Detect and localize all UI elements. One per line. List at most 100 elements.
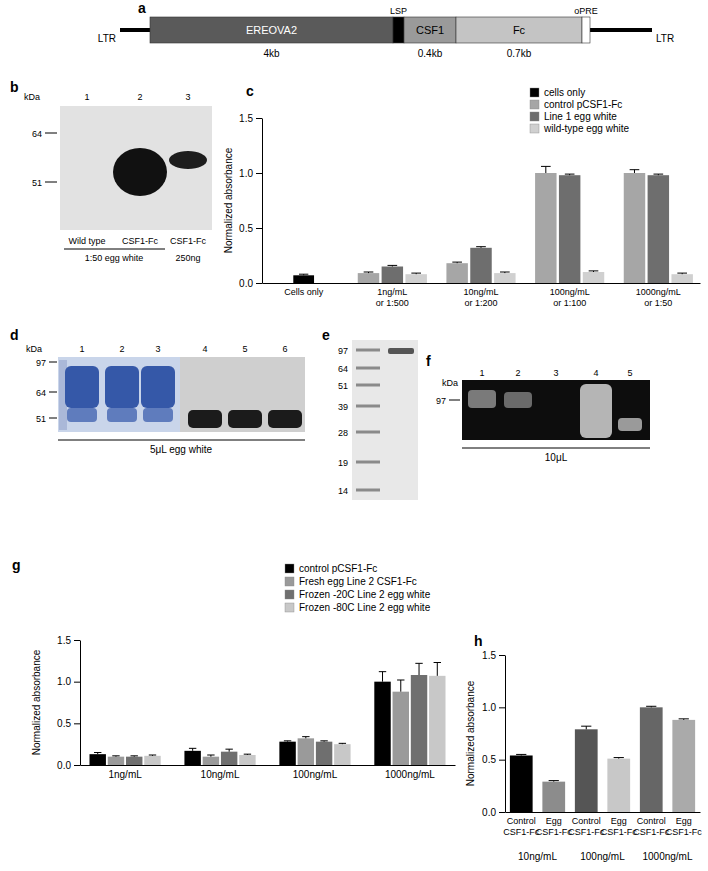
y-tick-label: 1.0	[482, 702, 496, 713]
x-tick: EggCSF1-Fc	[601, 816, 638, 836]
lane-number: 2	[137, 92, 142, 102]
x-tick: ControlCSF1-Fc	[568, 816, 605, 836]
error-bar	[207, 755, 214, 757]
error-cap	[476, 246, 486, 247]
segment-label: LSP	[390, 6, 407, 16]
bar	[607, 759, 630, 812]
legend: cells onlycontrol pCSF1-FcLine 1 egg whi…	[530, 87, 629, 134]
bar	[89, 754, 105, 765]
marker-tick	[45, 133, 57, 134]
ladder-band	[356, 349, 380, 352]
segment-label: oPRE	[574, 6, 598, 16]
blot-background	[462, 380, 650, 440]
legend-label: Line 1 egg white	[544, 111, 617, 122]
band	[188, 410, 222, 428]
lane-caption: CSF1-Fc	[170, 236, 207, 246]
y-axis-line	[80, 641, 81, 766]
band	[268, 410, 302, 428]
marker-label: 97	[338, 346, 348, 356]
condition-label: 250ng	[175, 253, 200, 263]
lane-number: 4	[593, 368, 598, 378]
plot-marks	[293, 166, 693, 283]
panel-letter: h	[474, 633, 483, 649]
error-bar	[541, 166, 551, 173]
blot-background	[60, 106, 212, 230]
bar	[203, 757, 219, 765]
x-axis: Cells only1ng/mLor 1:50010ng/mLor 1:2001…	[263, 284, 701, 308]
error-bar	[225, 749, 232, 752]
x-tick-label: 100ng/mL	[293, 769, 338, 780]
x-tick: 1ng/mLor 1:500	[376, 287, 409, 307]
group-label: 1000ng/mL	[642, 851, 692, 862]
x-tick-label: EggCSF1-Fc	[601, 816, 638, 836]
marker-tick	[449, 400, 460, 401]
bar	[293, 275, 314, 283]
y-tick-label: 0.0	[57, 760, 71, 771]
condition-label: 1:50 egg white	[85, 253, 144, 263]
lane-number: 4	[202, 344, 207, 354]
segment-size: 0.7kb	[507, 48, 532, 59]
error-bar	[189, 748, 196, 751]
y-tick-mark	[499, 760, 505, 761]
error-bar	[679, 719, 689, 720]
legend-label: Fresh egg Line 2 CSF1-Fc	[299, 576, 417, 587]
error-cap	[565, 174, 575, 175]
figure: aLTRLTREREOVA24kbLSPCSF10.4kbFc0.7kboPRE…	[0, 0, 708, 871]
caption-line	[64, 249, 165, 250]
marker-label: 97	[36, 358, 46, 368]
legend-swatch	[285, 577, 294, 586]
bar	[316, 742, 332, 765]
panel-letter: c	[246, 83, 254, 99]
panel-letter: g	[12, 557, 21, 573]
y-axis-title: Normalized absorbance	[223, 147, 234, 253]
bar	[671, 274, 692, 283]
band	[580, 384, 612, 438]
x-tick: 100ng/mLor 1:100	[550, 287, 590, 307]
caption-line	[462, 448, 650, 449]
y-tick: 1.5	[57, 635, 80, 646]
marker-label: 51	[338, 381, 348, 391]
error-bar	[302, 737, 309, 739]
error-cap	[630, 169, 640, 170]
x-tick: 10ng/mL	[201, 769, 240, 780]
marker-tick	[49, 362, 57, 363]
x-axis: ControlCSF1-FcEggCSF1-FcControlCSF1-FcEg…	[503, 813, 702, 837]
x-tick-label: 10ng/mL	[201, 769, 240, 780]
y-tick: 1.0	[482, 702, 505, 713]
error-cap	[679, 718, 689, 719]
bar	[672, 720, 695, 812]
y-axis: 0.00.51.01.5	[57, 635, 80, 771]
blot-d: dkDa1234569764515μL egg white	[10, 327, 305, 455]
y-tick: 0.5	[57, 718, 80, 729]
x-axis: 1ng/mL10ng/mL100ng/mL1000ng/mL	[81, 766, 456, 781]
error-cap	[388, 265, 398, 266]
error-bar	[364, 272, 374, 273]
bar	[279, 742, 295, 765]
y-tick: 0.5	[482, 754, 505, 765]
error-bar	[320, 740, 327, 742]
error-cap	[646, 706, 656, 707]
y-tick-label: 1.0	[239, 168, 253, 179]
lane-number: 6	[282, 344, 287, 354]
legend-label: Frozen -20C Line 2 egg white	[299, 589, 431, 600]
lane-number: 1	[79, 344, 84, 354]
error-cap	[581, 726, 591, 727]
y-tick-mark	[74, 765, 80, 766]
band	[228, 410, 262, 428]
caption: 5μL egg white	[150, 444, 213, 455]
y-tick: 1.0	[239, 168, 262, 179]
marker-label: 19	[338, 458, 348, 468]
error-cap	[339, 743, 346, 744]
y-tick-label: 0.5	[57, 718, 71, 729]
error-bar	[653, 174, 663, 175]
lane-number: 3	[553, 368, 558, 378]
error-bar	[131, 755, 138, 757]
marker-label: 97	[436, 396, 446, 406]
marker-label: 64	[36, 388, 46, 398]
y-tick: 0.5	[239, 223, 262, 234]
bar	[358, 273, 379, 283]
error-bar	[94, 753, 101, 755]
x-tick-label: EggCSF1-Fc	[666, 816, 703, 836]
error-cap	[320, 740, 327, 741]
lane-caption: Wild type	[68, 236, 105, 246]
